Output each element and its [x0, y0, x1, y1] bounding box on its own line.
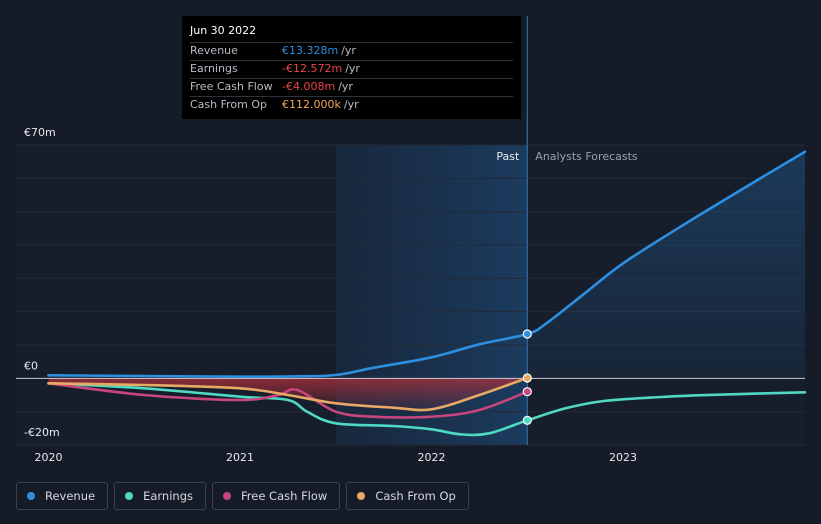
series-line-earnings: [47, 382, 807, 437]
tooltip-date: Jun 30 2022: [190, 24, 513, 43]
tooltip-row-cash-from-op: Cash From Op €112.000k /yr: [190, 97, 513, 114]
tooltip-label: Free Cash Flow: [190, 80, 273, 93]
marker-revenue[interactable]: [522, 329, 532, 339]
legend-label: Cash From Op: [375, 489, 456, 503]
tooltip-unit: /yr: [343, 98, 359, 111]
marker-cash-from-op[interactable]: [522, 373, 532, 383]
tooltip-value: -€12.572m: [282, 62, 343, 75]
past-label: Past: [496, 150, 520, 163]
legend-label: Earnings: [143, 489, 193, 503]
tooltip-row-free-cash-flow: Free Cash Flow -€4.008m /yr: [190, 79, 513, 97]
legend-label: Free Cash Flow: [241, 489, 328, 503]
legend: Revenue Earnings Free Cash Flow Cash Fro…: [16, 482, 469, 510]
series-line-revenue: [47, 150, 807, 379]
y-tick-label: €0: [24, 359, 38, 372]
legend-label: Revenue: [45, 489, 96, 503]
cash-from-op-dot-icon: [357, 492, 366, 500]
earnings-dot-icon: [125, 492, 134, 500]
tooltip-unit: /yr: [338, 80, 353, 93]
tooltip-row-earnings: Earnings -€12.572m /yr: [190, 61, 513, 79]
tooltip-row-revenue: Revenue €13.328m /yr: [190, 43, 513, 61]
tooltip-value: -€4.008m: [282, 80, 336, 93]
tooltip-label: Cash From Op: [190, 98, 268, 111]
free-cash-flow-dot-icon: [223, 492, 231, 500]
legend-item-revenue[interactable]: Revenue: [16, 482, 109, 510]
tooltip-label: Revenue: [190, 44, 238, 57]
tooltip-value: €13.328m: [282, 44, 339, 57]
tooltip-label: Earnings: [190, 62, 238, 75]
x-tick-label: 2021: [226, 451, 254, 464]
series-line-free-cash-flow: [47, 382, 529, 419]
legend-item-earnings[interactable]: Earnings: [114, 482, 206, 510]
marker-earnings[interactable]: [522, 415, 532, 425]
legend-item-free-cash-flow[interactable]: Free Cash Flow: [212, 482, 341, 510]
tooltip-value: €112.000k: [282, 98, 341, 111]
revenue-forecast-area: [527, 151, 805, 379]
tooltip: Jun 30 2022 Revenue €13.328m /yr Earning…: [182, 16, 521, 119]
y-tick-label: -€20m: [24, 426, 60, 439]
x-tick-label: 2022: [418, 451, 446, 464]
legend-item-cash-from-op[interactable]: Cash From Op: [346, 482, 469, 510]
series-line-cash-from-op: [47, 376, 529, 412]
tooltip-unit: /yr: [341, 44, 356, 57]
marker-free-cash-flow[interactable]: [522, 387, 532, 397]
x-tick-label: 2020: [35, 451, 63, 464]
x-tick-label: 2023: [609, 451, 637, 464]
forecast-label: Analysts Forecasts: [535, 150, 638, 163]
revenue-dot-icon: [27, 492, 35, 500]
tooltip-unit: /yr: [345, 62, 360, 75]
y-tick-label: €70m: [24, 126, 56, 139]
